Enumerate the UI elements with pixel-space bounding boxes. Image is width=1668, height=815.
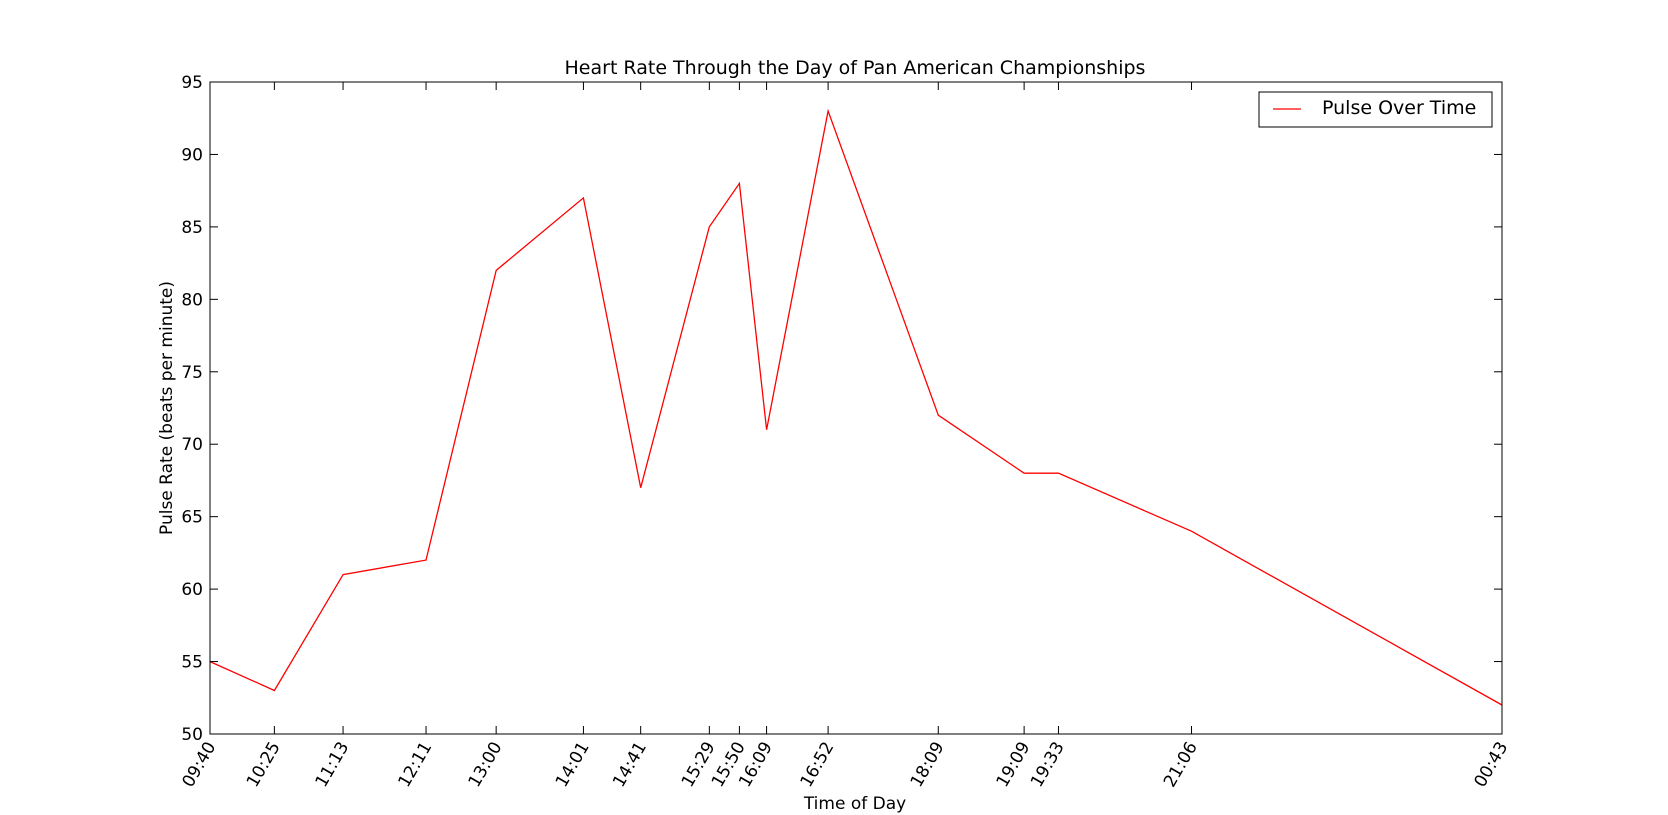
legend: Pulse Over Time [1258, 91, 1493, 128]
y-tick-label: 55 [181, 653, 203, 673]
chart-title: Heart Rate Through the Day of Pan Americ… [565, 57, 1146, 79]
y-tick-label: 95 [181, 73, 203, 93]
pulse-data-point [737, 181, 741, 185]
pulse-data-point [936, 413, 940, 417]
y-axis: 50 55 60 65 70 75 80 85 90 95 [181, 73, 1502, 745]
pulse-data-point [765, 428, 769, 432]
y-axis-label: Pulse Rate (beats per minute) [157, 281, 177, 535]
y-tick-label: 75 [181, 363, 203, 383]
y-tick-label: 70 [181, 435, 203, 455]
pulse-data-point [639, 486, 643, 490]
y-tick-label: 50 [181, 725, 203, 745]
y-tick-label: 90 [181, 145, 203, 165]
pulse-data-point [1057, 471, 1061, 475]
pulse-data-point [1190, 529, 1194, 533]
plot-frame [209, 81, 1503, 735]
y-tick-label: 60 [181, 580, 203, 600]
pulse-data-point [826, 109, 830, 113]
y-tick-label: 80 [181, 290, 203, 310]
pulse-data-point [581, 196, 585, 200]
legend-label: Pulse Over Time [1322, 97, 1476, 119]
y-tick-label: 65 [181, 508, 203, 528]
plot-area [209, 108, 1503, 706]
pulse-data-point [272, 689, 276, 693]
pulse-data-point [1022, 471, 1026, 475]
x-axis-label: Time of Day [803, 794, 906, 814]
pulse-data-point [494, 268, 498, 272]
pulse-series-line [209, 108, 1503, 706]
pulse-data-point [424, 558, 428, 562]
pulse-data-point [707, 225, 711, 229]
y-tick-label: 85 [181, 218, 203, 238]
pulse-data-point [341, 573, 345, 577]
